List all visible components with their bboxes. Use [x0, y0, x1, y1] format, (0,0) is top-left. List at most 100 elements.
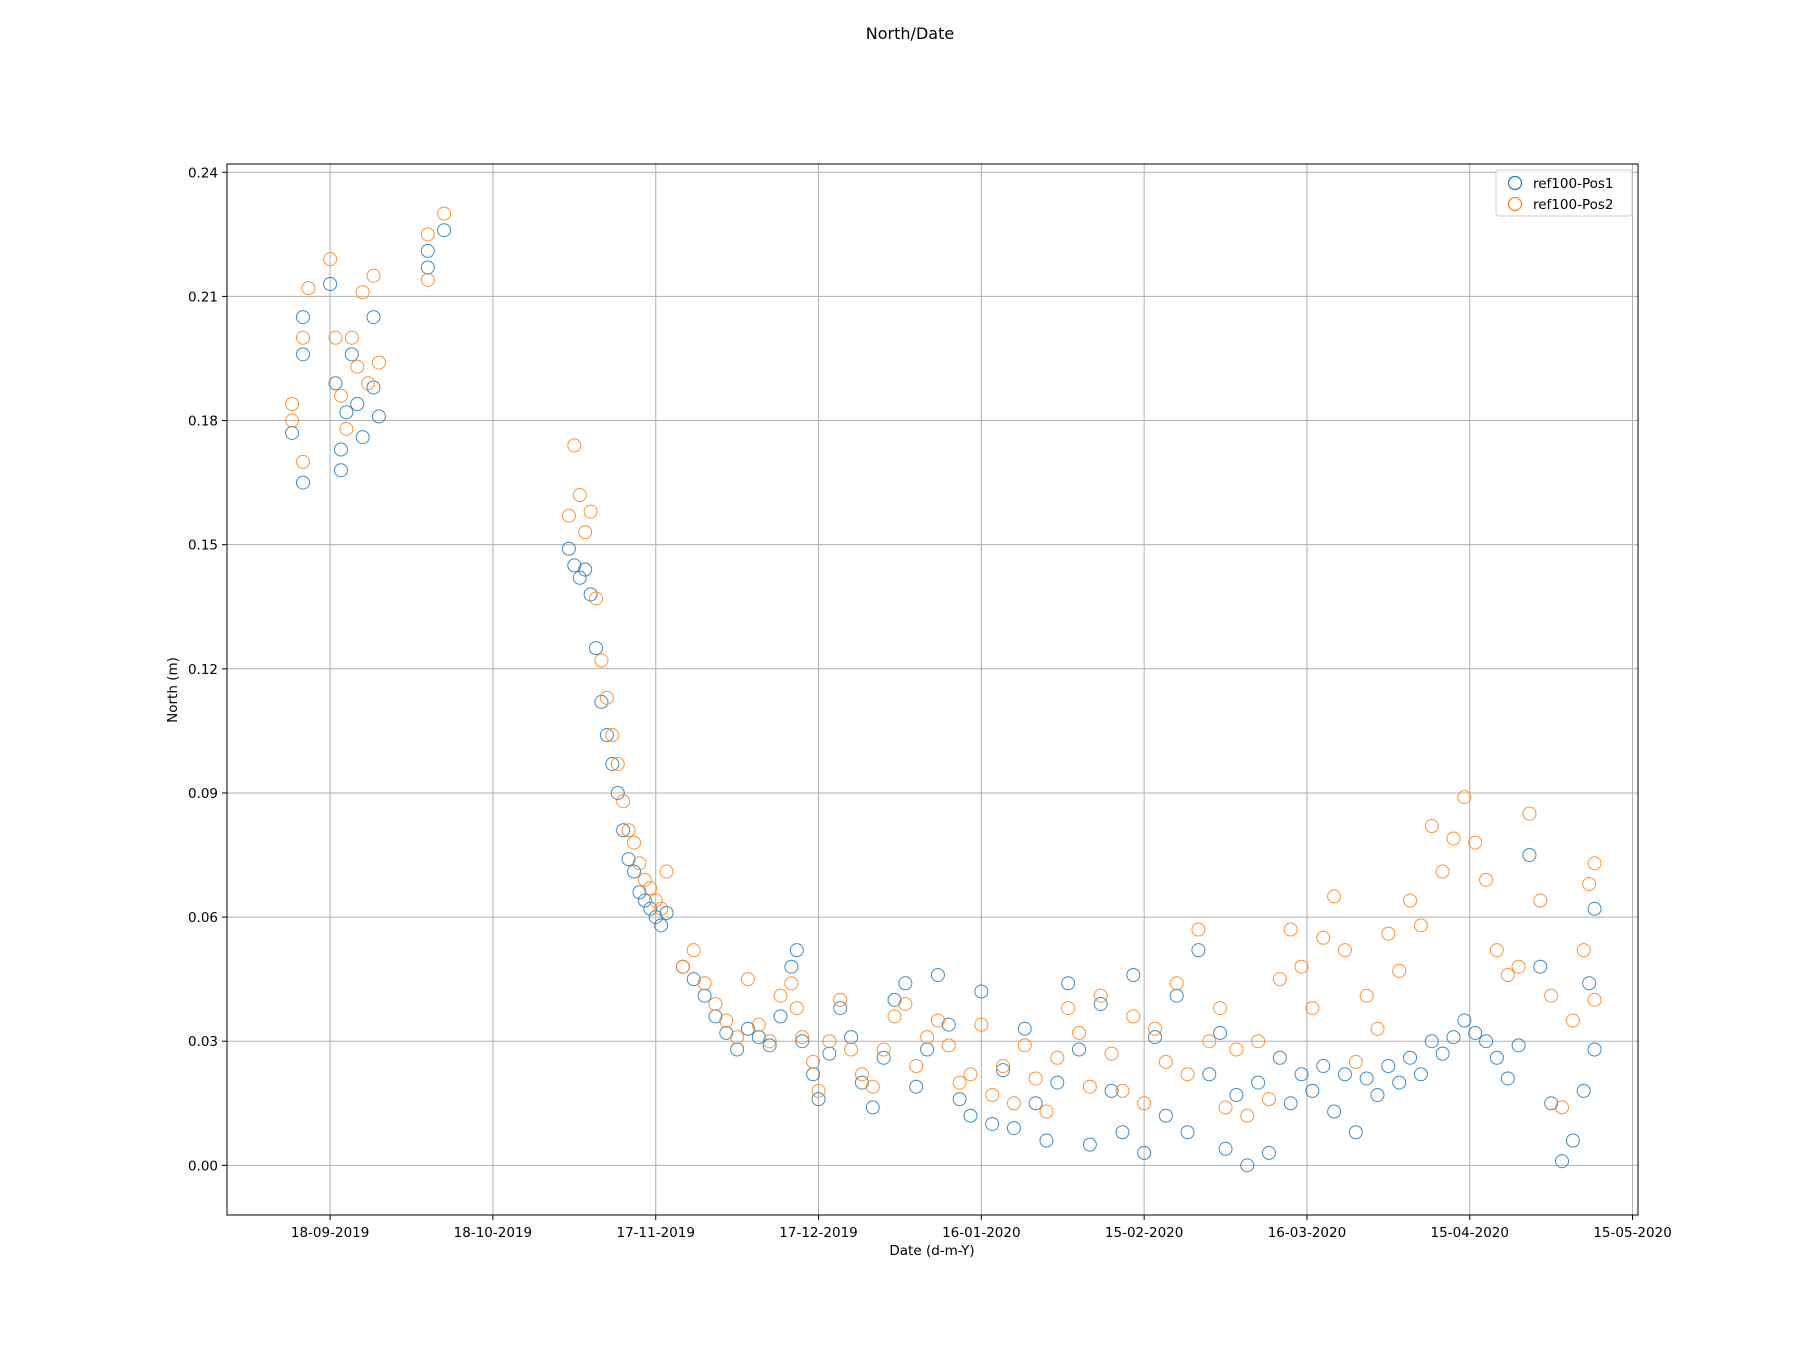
data-point — [1283, 922, 1298, 937]
y-tick-label: 0.09 — [188, 786, 218, 802]
data-point — [599, 728, 614, 743]
data-point — [730, 1042, 745, 1057]
data-point — [844, 1042, 859, 1057]
data-point — [1006, 1096, 1021, 1111]
data-point — [795, 1030, 810, 1045]
data-point — [1251, 1034, 1266, 1049]
series-ref100-Pos1 — [285, 223, 1602, 1173]
data-point — [1381, 1059, 1396, 1074]
data-point — [323, 252, 338, 267]
data-point — [1370, 1088, 1385, 1102]
data-point — [328, 330, 343, 345]
data-point — [1511, 959, 1526, 974]
x-tick-label: 17-11-2019 — [616, 1225, 694, 1241]
data-point — [1261, 1145, 1276, 1160]
data-point — [1169, 988, 1184, 1003]
data-point — [1017, 1021, 1032, 1036]
data-points — [285, 206, 1602, 1173]
y-tick-label: 0.03 — [188, 1034, 218, 1050]
data-point — [974, 1017, 989, 1032]
data-point — [572, 570, 587, 585]
data-point — [773, 988, 788, 1003]
data-point — [1381, 926, 1396, 941]
data-point — [909, 1079, 924, 1094]
y-tick-label: 0.21 — [188, 289, 218, 305]
data-point — [730, 1030, 745, 1045]
data-point — [795, 1034, 810, 1049]
data-point — [437, 206, 452, 221]
data-point — [333, 463, 348, 478]
data-point — [355, 430, 370, 445]
data-point — [1565, 1133, 1580, 1148]
data-point — [1305, 1001, 1320, 1016]
data-point — [963, 1067, 978, 1082]
data-point — [811, 1092, 826, 1107]
data-point — [583, 587, 598, 602]
data-point — [1305, 1083, 1320, 1098]
data-point — [952, 1075, 967, 1090]
data-point — [1061, 1001, 1076, 1016]
data-point — [632, 856, 647, 871]
data-point — [876, 1050, 891, 1065]
data-point — [1522, 848, 1537, 863]
chart-title: North/Date — [866, 24, 954, 43]
data-point — [1213, 1025, 1228, 1040]
data-point — [898, 976, 913, 991]
data-point — [1050, 1050, 1065, 1065]
x-axis-ticks: 18-09-2019 18-10-2019 17-11-2019 17-12-2019… — [291, 1215, 1672, 1241]
data-point — [920, 1030, 935, 1045]
data-point — [589, 591, 604, 606]
data-point — [420, 260, 435, 275]
data-point — [1511, 1038, 1526, 1053]
data-point — [833, 1001, 848, 1016]
y-tick-label: 0.00 — [188, 1158, 218, 1174]
data-point — [1457, 1013, 1472, 1028]
data-point — [751, 1017, 766, 1032]
data-point — [1327, 1104, 1342, 1119]
data-point — [719, 1013, 734, 1028]
data-point — [420, 272, 435, 287]
data-point — [567, 438, 582, 453]
data-point — [1348, 1054, 1363, 1069]
data-point — [285, 425, 300, 440]
data-point — [366, 380, 381, 395]
data-point — [1272, 972, 1287, 987]
data-point — [985, 1088, 1000, 1102]
data-point — [599, 690, 614, 705]
data-point — [686, 943, 701, 958]
legend-marker — [1507, 196, 1523, 212]
data-point — [996, 1063, 1011, 1078]
data-point — [1229, 1042, 1244, 1057]
data-point — [1283, 1096, 1298, 1111]
data-point — [361, 376, 376, 391]
data-point — [339, 405, 354, 420]
x-tick-label: 15-02-2020 — [1105, 1225, 1183, 1241]
data-point — [1316, 1059, 1331, 1074]
data-point — [963, 1108, 978, 1123]
data-point — [1218, 1141, 1233, 1156]
data-point — [1446, 1030, 1461, 1045]
data-point — [1533, 959, 1548, 974]
data-point — [1017, 1038, 1032, 1053]
data-point — [1202, 1067, 1217, 1082]
data-point — [1337, 943, 1352, 958]
data-point — [1413, 1067, 1428, 1082]
data-point — [974, 984, 989, 999]
data-point — [333, 388, 348, 403]
data-point — [1115, 1125, 1130, 1140]
data-point — [996, 1059, 1011, 1074]
data-point — [697, 976, 712, 991]
data-point — [1457, 790, 1472, 805]
y-tick-label: 0.18 — [188, 414, 218, 430]
data-point — [1555, 1100, 1570, 1115]
data-point — [654, 901, 669, 916]
data-point — [333, 442, 348, 457]
y-axis-label: North (m) — [165, 657, 181, 723]
data-point — [789, 1001, 804, 1016]
data-point — [1028, 1071, 1043, 1086]
data-point — [1006, 1121, 1021, 1136]
data-point — [822, 1046, 837, 1061]
data-point — [1229, 1088, 1244, 1102]
data-point — [1115, 1083, 1130, 1098]
